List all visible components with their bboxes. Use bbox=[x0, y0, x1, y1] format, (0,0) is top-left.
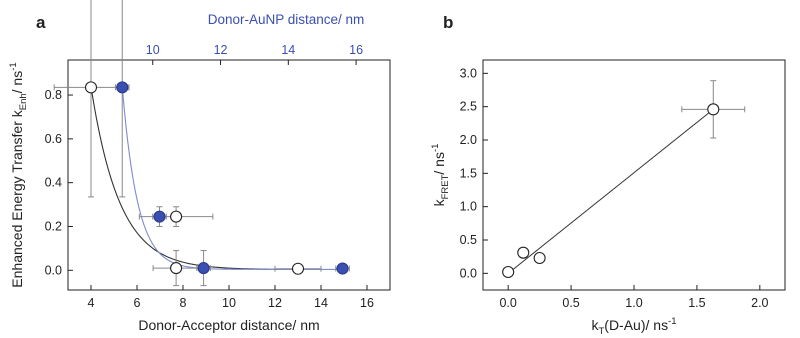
x-tick-label: 16 bbox=[360, 296, 374, 310]
x-tick-label: 8 bbox=[180, 296, 187, 310]
panel-b-y-ticks: 0.0 0.5 1.0 1.5 2.0 2.5 3.0 bbox=[460, 66, 488, 280]
x-tick-label: 6 bbox=[134, 296, 141, 310]
x-tick-label: 14 bbox=[314, 296, 328, 310]
panel-a-plot-area bbox=[53, 0, 350, 287]
data-point-open bbox=[84, 81, 98, 94]
panel-b-plot-area bbox=[502, 80, 746, 279]
panel-a-top-axis-label: Donor-AuNP distance/ nm bbox=[208, 12, 365, 27]
x-tick-label: 12 bbox=[268, 296, 282, 310]
panel-b-x-label-rest: (D-Au)/ ns bbox=[604, 317, 668, 333]
panel-b: b 0.0 0.5 1.0 1.5 2.0 0.00.51.01.52.02.53.0 … bbox=[430, 13, 786, 337]
top-x-tick-label: 10 bbox=[146, 43, 160, 57]
y-tick-label: 2.5 bbox=[460, 100, 477, 114]
data-point-filled bbox=[116, 81, 129, 94]
panel-a-y-label-main: Enhanced Energy Transfer k bbox=[9, 109, 25, 287]
top-x-tick-label: 16 bbox=[349, 43, 363, 57]
top-x-tick-label: 14 bbox=[281, 43, 295, 57]
data-point-open bbox=[291, 262, 305, 275]
y-tick-label: 0.0 bbox=[45, 263, 62, 277]
y-tick-label: 0.6 bbox=[45, 132, 62, 146]
y-tick-label: 2.0 bbox=[460, 133, 477, 147]
panel-a-y-axis-label: Enhanced Energy Transfer kEnh/ ns-1 bbox=[8, 62, 29, 287]
panel-a: a 4 6 8 10 12 14 16 10 12 14 16 0.0 0.2 0.4 0.6 0.8 D… bbox=[8, 0, 391, 333]
panel-b-y-label-unit: / ns bbox=[431, 152, 447, 175]
panel-b-letter: b bbox=[443, 13, 453, 32]
y-tick-label: 3.0 bbox=[460, 66, 477, 80]
data-point-filled bbox=[153, 210, 166, 223]
panel-a-letter: a bbox=[36, 13, 46, 32]
data-point-open bbox=[170, 210, 183, 223]
x-tick-label: 1.0 bbox=[625, 296, 642, 310]
panel-a-y-label-sup: -1 bbox=[8, 62, 19, 70]
panel-a-y-label-sub: Enh bbox=[18, 93, 29, 110]
panel-a-frame bbox=[67, 59, 391, 291]
data-point-open bbox=[502, 265, 515, 279]
data-point-open bbox=[707, 103, 720, 116]
data-point-filled bbox=[197, 262, 210, 275]
y-tick-label: 0.4 bbox=[45, 176, 62, 190]
fit-line bbox=[507, 108, 714, 274]
panel-a-y-label-unit: / ns bbox=[9, 71, 25, 94]
y-tick-label: 0.5 bbox=[460, 233, 477, 247]
panel-b-y-label-sup: -1 bbox=[430, 144, 441, 152]
panel-a-x-ticks: 4 6 8 10 12 14 16 bbox=[88, 285, 374, 310]
x-tick-label: 4 bbox=[88, 296, 95, 310]
panel-b-y-label-sub: FRET bbox=[440, 174, 451, 199]
y-tick-label: 1.0 bbox=[460, 200, 477, 214]
x-tick-label: 0.0 bbox=[499, 296, 516, 310]
data-point-open bbox=[533, 251, 546, 265]
panel-a-top-x-ticks: 10 12 14 16 bbox=[146, 43, 363, 65]
fit-curve-blue bbox=[121, 86, 343, 270]
y-tick-label: 0.2 bbox=[45, 219, 62, 233]
panel-b-x-label-sup: -1 bbox=[668, 316, 676, 327]
y-tick-label: 0.8 bbox=[45, 88, 62, 102]
y-tick-label: 1.5 bbox=[460, 166, 477, 180]
data-point-filled bbox=[336, 262, 349, 275]
top-x-tick-label: 12 bbox=[214, 43, 228, 57]
y-tick-label: 0.0 bbox=[460, 266, 477, 280]
x-tick-label: 1.5 bbox=[688, 296, 705, 310]
data-point-open bbox=[170, 262, 183, 275]
panel-b-x-ticks: 0.0 0.5 1.0 1.5 2.0 bbox=[499, 285, 769, 310]
x-tick-label: 2.0 bbox=[751, 296, 768, 310]
panel-b-x-label-sub: T bbox=[598, 326, 604, 337]
x-tick-label: 10 bbox=[222, 296, 236, 310]
panel-b-x-axis-label: kT(D-Au)/ ns-1 bbox=[591, 316, 676, 337]
data-point-open bbox=[517, 246, 530, 259]
panel-a-y-ticks: 0.0 0.2 0.4 0.6 0.8 bbox=[45, 88, 73, 277]
x-tick-label: 0.5 bbox=[562, 296, 579, 310]
panel-b-x-label-main: k bbox=[591, 317, 599, 333]
panel-b-y-axis-label: kFRET/ ns-1 bbox=[430, 144, 451, 207]
panel-b-y-label-main: k bbox=[431, 198, 447, 206]
panel-a-x-axis-label: Donor-Acceptor distance/ nm bbox=[138, 317, 319, 333]
